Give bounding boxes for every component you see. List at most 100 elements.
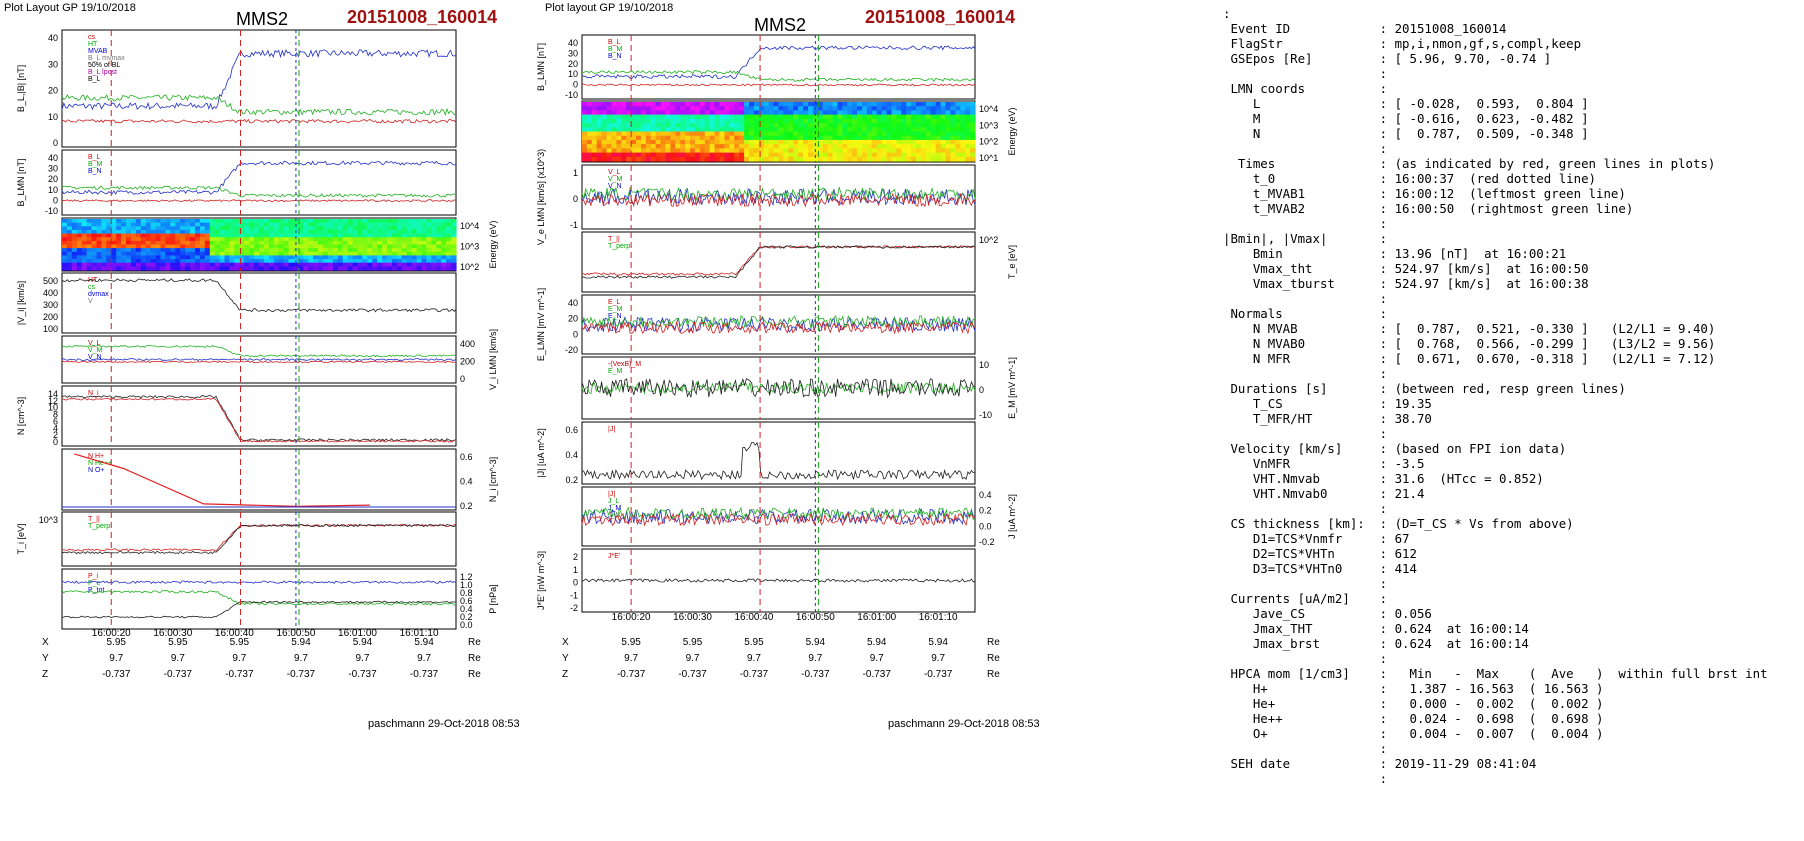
spectrogram-cell — [160, 251, 166, 256]
spectrogram-cell — [273, 266, 280, 271]
spectrogram-cell — [812, 114, 819, 120]
spectrogram-cell — [303, 226, 309, 231]
spectrogram-cell — [744, 123, 750, 128]
info-line: Currents [uA/m2] : — [1223, 591, 1388, 606]
spectrogram-cell — [930, 131, 937, 137]
spectrogram-cell — [209, 259, 216, 264]
spectrogram-cell — [318, 266, 324, 271]
spectrogram-cell — [862, 139, 868, 145]
spectrogram-cell — [451, 259, 457, 264]
spectrogram-cell — [636, 148, 642, 154]
spectrogram-cell — [401, 237, 408, 242]
spectrogram-cell — [185, 248, 191, 253]
spectrogram-cell — [896, 127, 902, 133]
spectrogram-cell — [719, 110, 725, 116]
spectrogram-cell — [940, 144, 947, 149]
spectrogram-cell — [268, 229, 275, 235]
spectrogram-cell — [680, 156, 686, 162]
spectrogram-cell — [135, 251, 142, 256]
spectrogram-cell — [130, 266, 137, 271]
spectrogram-cell — [441, 255, 447, 260]
spectrogram-cell — [116, 237, 122, 242]
spectrogram-cell — [626, 110, 632, 116]
spectrogram-cell — [332, 219, 339, 224]
spectrogram-cell — [91, 219, 97, 224]
spectrogram-cell — [121, 240, 127, 246]
spectrogram-cell — [778, 152, 784, 158]
spectrogram-cell — [906, 110, 912, 116]
spectrogram-cell — [401, 266, 408, 271]
spectrogram-cell — [313, 226, 319, 231]
spectrogram-cell — [135, 266, 142, 271]
spectrogram-cell — [86, 266, 93, 271]
spectrogram-cell — [970, 118, 976, 124]
spectrogram-cell — [729, 123, 735, 128]
spectrogram-cell — [798, 123, 804, 128]
spectrogram-cell — [249, 251, 255, 256]
ephem-row-label: X — [42, 637, 49, 648]
spectrogram-cell — [940, 156, 947, 162]
spectrogram-cell — [278, 233, 285, 238]
info-line: t_0 : 16:00:37 (red dotted line) — [1223, 171, 1596, 186]
spectrogram-cell — [224, 219, 230, 224]
spectrogram-cell — [165, 248, 171, 253]
spectrogram-cell — [160, 262, 166, 267]
spectrogram-cell — [611, 156, 617, 162]
spectrogram-cell — [367, 251, 373, 256]
spectrogram-cell — [842, 110, 848, 116]
spectrogram-cell — [145, 255, 152, 260]
spectrogram-cell — [239, 259, 245, 264]
spectrogram-cell — [812, 127, 819, 133]
spectrogram-cell — [91, 251, 97, 256]
spectrogram-cell — [278, 251, 285, 256]
y-tick-label: 0 — [573, 578, 578, 588]
spectrogram-cell — [778, 102, 784, 107]
spectrogram-cell — [945, 127, 951, 133]
spectrogram-cell — [606, 144, 613, 149]
spectrogram-cell — [91, 240, 97, 246]
spectrogram-cell — [199, 251, 206, 256]
spectrogram-cell — [596, 152, 603, 158]
spectrogram-cell — [416, 244, 423, 249]
spectrogram-cell — [631, 123, 637, 128]
spectrogram-cell — [436, 266, 442, 271]
spectrogram-cell — [749, 110, 755, 116]
ephem-value: 5.95 — [230, 637, 250, 648]
spectrogram-cell — [586, 148, 593, 154]
spectrogram-cell — [273, 219, 280, 224]
spectrogram-cell — [411, 259, 418, 264]
spectrogram-cell — [601, 110, 608, 116]
spectrogram-cell — [62, 233, 68, 238]
spectrogram-cell — [278, 222, 285, 227]
ephem-value: -0.737 — [801, 669, 830, 680]
spectrogram-cell — [259, 259, 265, 264]
spectrogram-cell — [822, 135, 829, 141]
spectrogram-cell — [278, 259, 285, 264]
spectrogram-cell — [793, 114, 799, 120]
spectrogram-cell — [871, 123, 878, 128]
spectrogram-cell — [170, 219, 176, 224]
spectrogram-cell — [636, 106, 642, 111]
spectrogram-cell — [352, 266, 359, 271]
spectrogram-cell — [347, 262, 354, 267]
spectrogram-cell — [121, 255, 127, 260]
spectrogram-cell — [86, 222, 93, 227]
spectrogram-cell — [670, 110, 676, 116]
spectrogram-cell — [431, 259, 437, 264]
spectrogram-cell — [234, 255, 240, 260]
spectrogram-cell — [695, 123, 701, 128]
spectrogram-cell — [709, 139, 716, 145]
spectrogram-cell — [586, 110, 593, 116]
legend-label: |J| — [608, 426, 615, 433]
spectrogram-cell — [426, 262, 432, 267]
ephem-value: 5.95 — [168, 637, 188, 648]
spectrogram-cell — [911, 148, 917, 154]
spectrogram-cell — [753, 102, 760, 107]
spectrogram-cell — [827, 139, 834, 145]
spectrogram-cell — [758, 123, 765, 128]
spectrogram-cell — [190, 226, 196, 231]
spectrogram-cell — [219, 255, 226, 260]
spectrogram-cell — [955, 139, 961, 145]
spectrogram-cell — [426, 229, 432, 235]
spectrogram-cell — [925, 114, 932, 120]
